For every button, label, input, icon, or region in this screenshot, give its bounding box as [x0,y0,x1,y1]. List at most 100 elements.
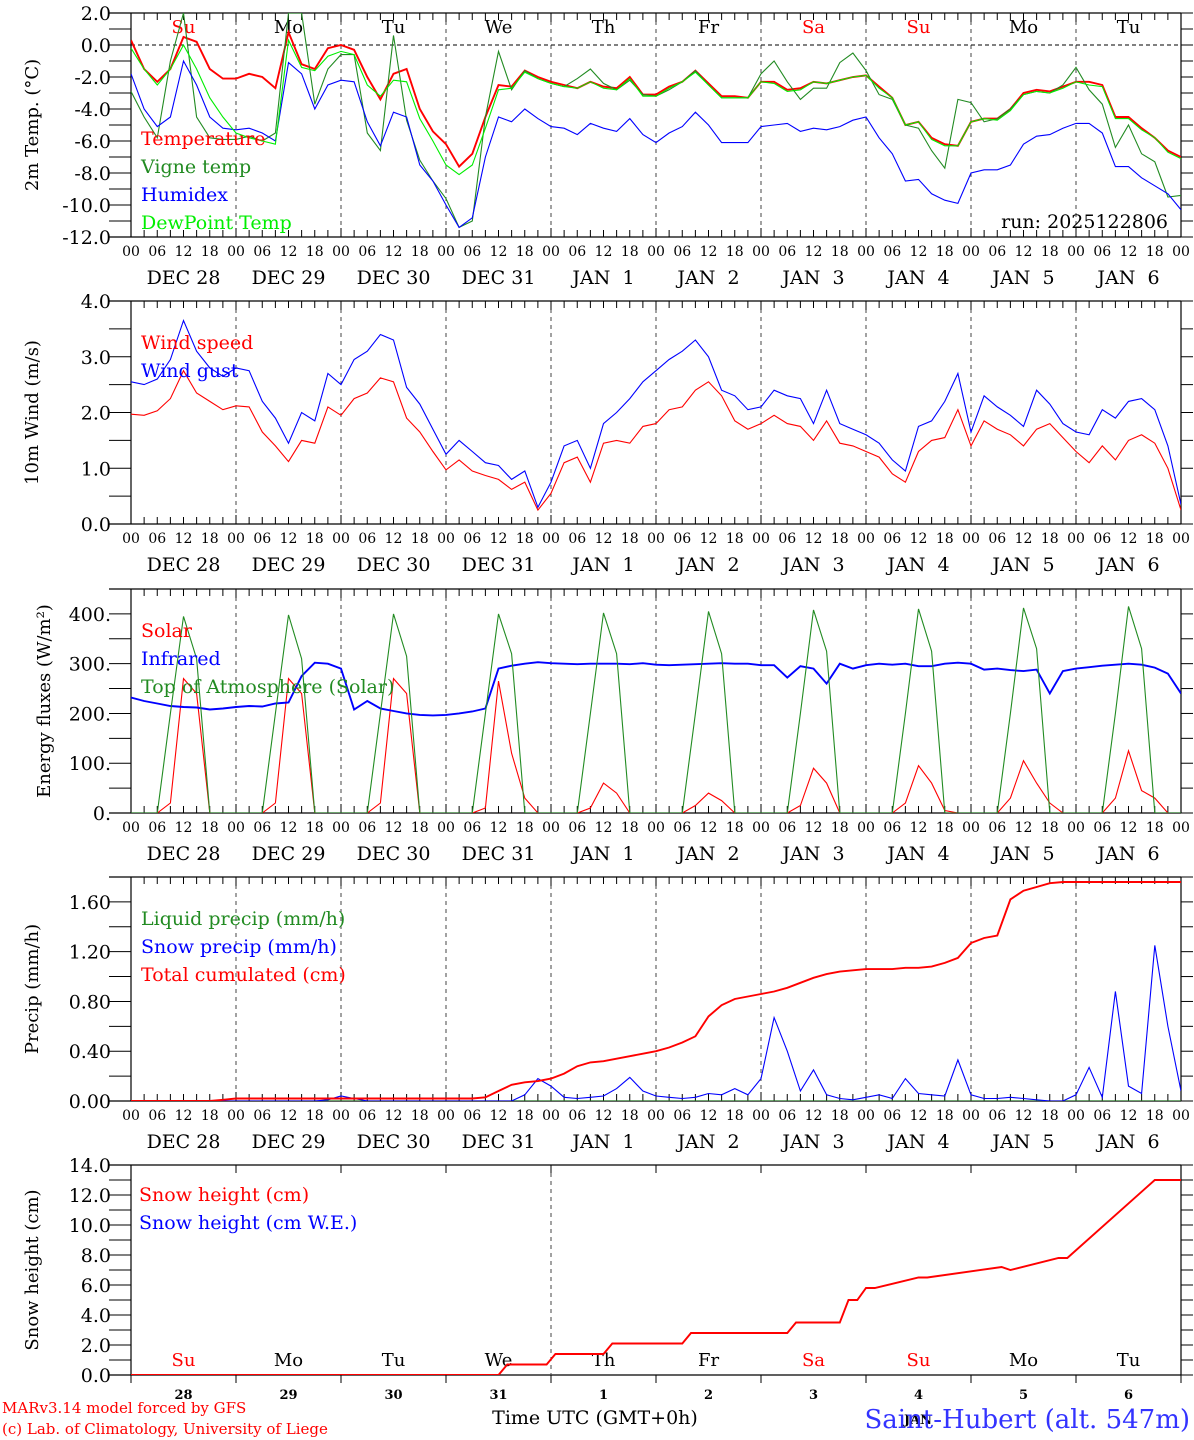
hour-label: 18 [411,531,429,547]
x-axis-title: Time UTC (GMT+0h) [492,1407,698,1429]
day-of-week: Mo [274,1350,303,1371]
date-label: JAN 6 [1095,267,1159,289]
date-label: DEC 31 [462,267,536,289]
series-line-temperature [131,29,1181,169]
hour-label: 06 [253,531,271,547]
day-of-week: Tu [382,1350,406,1371]
hour-label: 06 [148,531,166,547]
hour-label: 06 [778,531,796,547]
hour-label: 06 [463,820,481,836]
date-label: DEC 31 [462,843,536,865]
hour-label: 12 [805,244,823,260]
hour-label: 00 [962,1108,980,1124]
hour-label: 06 [1093,1108,1111,1124]
hour-label: 12 [700,820,718,836]
hour-label: 12 [490,244,508,260]
hour-label: 00 [752,820,770,836]
y-tick-label: 2.0 [81,1335,111,1357]
hour-label: 12 [1120,244,1138,260]
hour-label: 00 [437,1108,455,1124]
hour-label: 12 [1015,244,1033,260]
station-name: Saint-Hubert (alt. 547m) [864,1405,1190,1435]
hour-label: 00 [857,820,875,836]
hour-label: 00 [1172,820,1190,836]
date-label: DEC 30 [357,554,431,576]
hour-label: 06 [883,820,901,836]
date-label: JAN 2 [675,1131,739,1153]
hour-label: 12 [1120,1108,1138,1124]
day-number: 3 [809,1388,818,1403]
y-tick-label: 4.0 [81,1305,111,1327]
hour-label: 06 [988,1108,1006,1124]
panel-snow: 28 29 30 31 1 2 3 4 5 6 Su Mo Tu We Th Fr Sa Su Mo Tu 14.0 12… [22,1155,1193,1403]
date-label: JAN 4 [885,843,949,865]
hour-label: 00 [227,531,245,547]
hour-label: 00 [437,820,455,836]
hour-label: 00 [122,820,140,836]
hour-label: 06 [883,244,901,260]
hour-label: 12 [700,1108,718,1124]
day-of-week: Su [172,17,196,38]
hour-label: 00 [122,531,140,547]
hour-label: 06 [358,1108,376,1124]
date-label: JAN 4 [885,267,949,289]
legend-entry: Solar [141,620,193,642]
y-tick-label: 3.0 [81,347,111,369]
hour-label: 18 [831,531,849,547]
hour-label: 06 [988,244,1006,260]
day-of-week: Mo [274,17,303,38]
hour-label: 00 [962,244,980,260]
hour-label: 12 [805,531,823,547]
day-of-week: Tu [1117,17,1141,38]
day-number: 2 [704,1388,713,1403]
hour-label: 00 [647,531,665,547]
hour-label: 12 [175,531,193,547]
lab-credit: (c) Lab. of Climatology, University of L… [2,1420,328,1438]
date-label: DEC 29 [252,554,326,576]
hour-label: 18 [936,820,954,836]
day-of-week: Su [907,17,931,38]
hour-label: 06 [778,820,796,836]
hour-label: 06 [883,1108,901,1124]
y-tick-label: -10.0 [62,195,111,217]
date-label: DEC 29 [252,267,326,289]
series-line-wind-gust [131,318,1181,509]
hour-label: 00 [542,1108,560,1124]
y-tick-label: 2.0 [81,403,111,425]
legend-entry: Top of Atmosphere (Solar) [141,676,394,698]
series-line-snow-height-cm- [131,1179,1181,1375]
hour-label: 06 [148,244,166,260]
hour-label: 00 [332,244,350,260]
date-label: JAN 5 [990,267,1054,289]
hour-label: 18 [1146,820,1164,836]
hour-label: 12 [280,1108,298,1124]
hour-label: 18 [516,1108,534,1124]
date-label: JAN 3 [780,267,844,289]
hour-label: 18 [516,820,534,836]
date-label: JAN 2 [675,267,739,289]
hour-label: 18 [411,244,429,260]
day-of-week: Th [592,17,616,38]
date-label: JAN 5 [990,554,1054,576]
panel-energy: 00 06 12 18 00 06 12 18 00 06 12 18 00 06 12 18 00 06 12 18… [34,588,1193,865]
series-line-total-cumulated-cm- [131,881,1181,1101]
series-line-humidex [131,59,1181,229]
y-tick-label: 0.0 [81,1365,111,1387]
y-tick-label: 0.00 [69,1091,111,1113]
day-of-week: Tu [1117,1350,1141,1371]
day-number: 4 [914,1388,923,1403]
day-of-week: Mo [1009,17,1038,38]
hour-label: 12 [700,244,718,260]
y-tick-label: 0.80 [69,991,111,1013]
y-axis-label: Energy fluxes (W/m²) [34,604,55,798]
hour-label: 06 [568,531,586,547]
bottom-month-label: JAN [903,1413,932,1428]
date-label: JAN 3 [780,554,844,576]
series-line-dewpoint-temp [131,38,1181,176]
hour-label: 06 [568,244,586,260]
hour-label: 00 [1172,531,1190,547]
hour-label: 18 [1041,820,1059,836]
hour-label: 06 [1093,820,1111,836]
legend-entry: Humidex [141,184,228,206]
y-tick-label: 0.0 [81,514,111,536]
